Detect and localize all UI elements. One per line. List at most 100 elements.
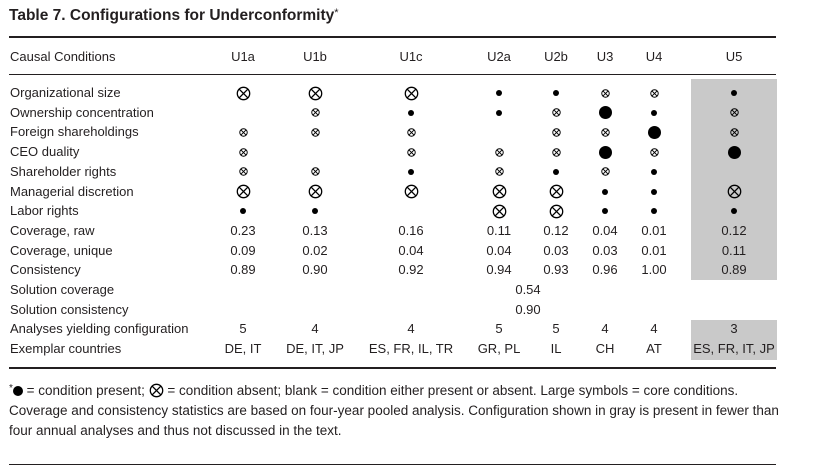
condition-present-icon — [731, 208, 737, 215]
condition-cell — [619, 182, 689, 202]
condition-absent-icon — [649, 147, 659, 157]
footnote-present-text: = condition present; — [22, 383, 149, 398]
stat-label: Consistency — [10, 262, 81, 278]
condition-cell — [521, 142, 591, 162]
condition-absent-icon — [406, 128, 416, 137]
analyses-label: Analyses yielding configuration — [10, 321, 189, 336]
condition-absent-icon — [729, 108, 739, 117]
condition-present-icon — [651, 168, 657, 175]
u5-analyses-gray-highlight — [691, 320, 777, 360]
condition-cell — [280, 122, 350, 142]
stat-value: 0.12 — [543, 223, 569, 238]
condition-cell — [464, 201, 534, 221]
title-footnote-mark: * — [334, 7, 339, 19]
condition-absent-core-icon — [308, 184, 322, 199]
analyses-value: 4 — [601, 321, 609, 336]
condition-cell — [464, 162, 534, 182]
condition-cell — [570, 103, 640, 123]
condition-cell — [208, 122, 278, 142]
condition-absent-icon — [238, 167, 248, 176]
condition-cell — [619, 122, 689, 142]
condition-present-icon — [553, 168, 559, 175]
condition-absent-core-icon — [236, 184, 250, 199]
condition-label: Managerial discretion — [10, 183, 134, 199]
condition-cell — [699, 103, 769, 123]
exemplars-value: ES, FR, IT, JP — [693, 341, 775, 356]
condition-present-icon — [408, 168, 414, 175]
stat-value: 0.11 — [486, 223, 512, 238]
stat-value: 0.02 — [302, 242, 328, 258]
condition-cell — [464, 83, 534, 103]
condition-cell — [570, 201, 640, 221]
condition-cell — [376, 162, 446, 182]
stat-value: 0.12 — [721, 223, 747, 238]
condition-cell — [521, 182, 591, 202]
condition-cell — [376, 83, 446, 103]
condition-absent-core-icon — [492, 204, 506, 219]
stat-value: 0.89 — [230, 262, 256, 278]
analyses-value: 5 — [239, 321, 247, 336]
footnote-mark: * — [9, 383, 13, 394]
condition-present-core-icon — [647, 125, 661, 139]
stat-value: 0.94 — [486, 262, 512, 278]
stat-value: 0.01 — [641, 223, 667, 238]
condition-absent-icon — [494, 167, 504, 176]
footnote-absent-text: = condition absent; blank = condition ei… — [9, 383, 779, 438]
exemplars-value: ES, FR, IL, TR — [368, 341, 454, 356]
condition-present-icon — [312, 208, 318, 215]
footnote: * = condition present; = condition absen… — [9, 381, 779, 441]
condition-present-icon — [731, 90, 737, 96]
solution-consistency-label: Solution consistency — [10, 302, 129, 317]
condition-absent-icon — [600, 88, 610, 98]
column-header-u1b: U1b — [303, 49, 327, 64]
condition-cell — [699, 201, 769, 221]
exemplars-value: DE, IT, JP — [286, 341, 344, 356]
stat-value: 1.00 — [641, 262, 667, 278]
condition-absent-icon — [406, 147, 416, 157]
condition-absent-icon — [310, 128, 320, 137]
condition-cell — [570, 162, 640, 182]
condition-absent-icon — [238, 128, 248, 137]
stat-value: 0.16 — [398, 223, 424, 238]
condition-present-icon — [602, 208, 608, 215]
condition-cell — [699, 142, 769, 162]
analyses-value: 4 — [407, 321, 415, 336]
condition-absent-icon — [600, 167, 610, 176]
stat-label: Coverage, raw — [10, 223, 95, 238]
condition-absent-icon — [310, 108, 320, 117]
condition-present-icon — [602, 188, 608, 195]
solution-coverage-label: Solution coverage — [10, 282, 115, 297]
condition-absent-core-icon — [404, 86, 418, 100]
condition-cell — [280, 162, 350, 182]
condition-absent-core-icon — [308, 86, 322, 100]
condition-label: Foreign shareholdings — [10, 124, 139, 140]
condition-cell — [376, 142, 446, 162]
condition-present-icon — [496, 109, 502, 116]
top-rule — [9, 36, 776, 38]
condition-present-core-icon — [598, 145, 612, 159]
condition-present-icon — [651, 208, 657, 215]
condition-cell — [376, 122, 446, 142]
condition-present-core-icon — [598, 106, 612, 120]
column-header-u2b: U2b — [544, 49, 568, 64]
analyses-value: 5 — [552, 321, 560, 336]
condition-absent-core-icon — [549, 184, 563, 199]
condition-absent-core-icon — [404, 184, 418, 199]
condition-label: Ownership concentration — [10, 104, 154, 120]
stat-value: 0.03 — [592, 242, 618, 258]
condition-cell — [208, 83, 278, 103]
column-header-u4: U4 — [645, 49, 663, 64]
condition-present-icon — [553, 90, 559, 96]
condition-cell — [280, 142, 350, 162]
condition-cell — [699, 83, 769, 103]
condition-cell — [570, 142, 640, 162]
stat-value: 0.04 — [398, 242, 424, 258]
footnote-rule — [9, 464, 776, 465]
analyses-value: 4 — [311, 321, 319, 336]
condition-label: Shareholder rights — [10, 163, 117, 179]
condition-absent-core-icon — [727, 184, 741, 199]
condition-absent-icon — [551, 108, 561, 117]
condition-cell — [208, 201, 278, 221]
exemplars-label: Exemplar countries — [10, 341, 122, 356]
